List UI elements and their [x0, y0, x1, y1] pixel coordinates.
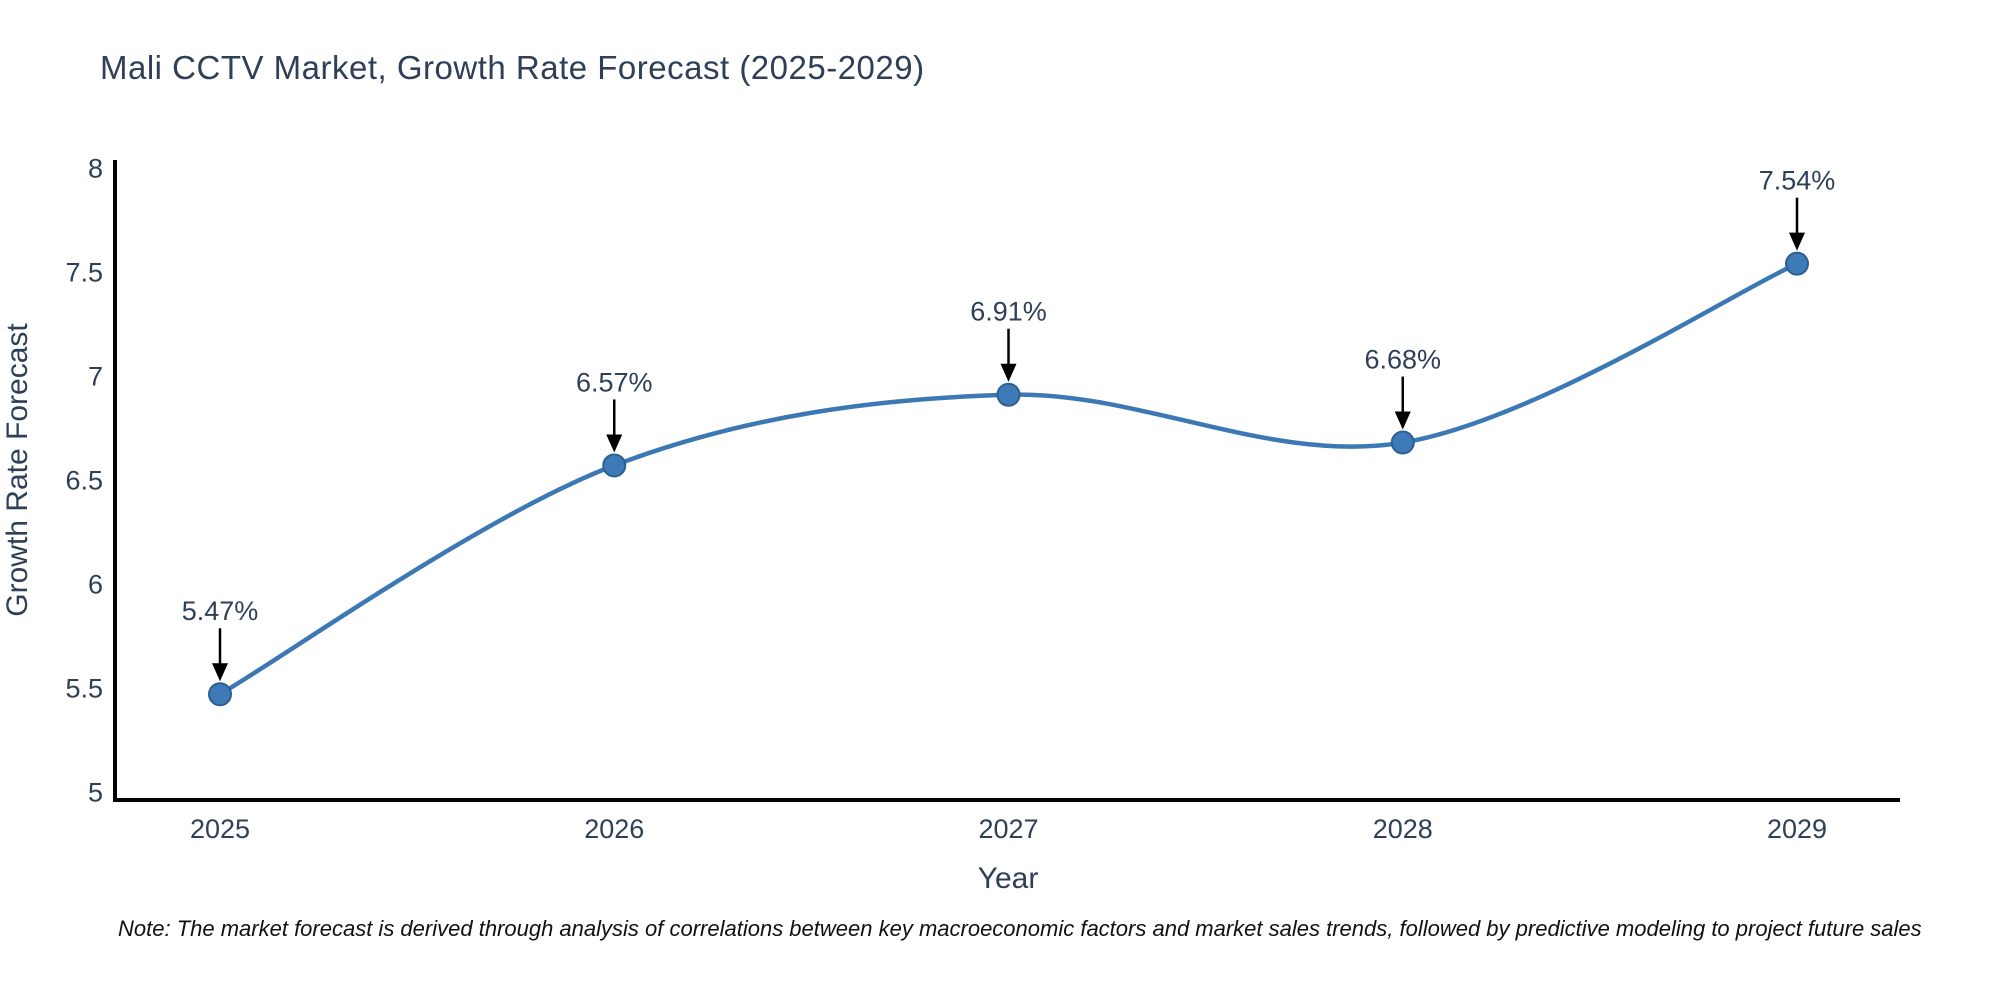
y-tick-label: 7.5	[65, 257, 103, 287]
annotation-arrow-head	[1000, 363, 1017, 382]
x-tick-label: 2027	[978, 814, 1038, 844]
data-point-2026	[602, 453, 627, 478]
chart-title: Mali CCTV Market, Growth Rate Forecast (…	[100, 49, 925, 86]
data-point-2028	[1390, 430, 1415, 455]
annotation-label: 6.68%	[1364, 345, 1441, 375]
annotation-2027: 6.91%	[970, 297, 1047, 382]
data-point-2025	[208, 682, 232, 707]
annotation-label: 6.57%	[576, 367, 653, 397]
annotation-label: 7.54%	[1759, 166, 1836, 196]
annotation-label: 6.91%	[970, 297, 1047, 327]
footnote: Note: The market forecast is derived thr…	[118, 916, 1922, 941]
x-axis-title: Year	[978, 862, 1039, 895]
x-tick-label: 2026	[584, 814, 644, 844]
annotation-arrow-head	[212, 663, 228, 682]
data-points	[208, 251, 1809, 707]
annotation-2029: 7.54%	[1759, 166, 1836, 251]
annotation-label: 5.47%	[182, 596, 259, 626]
x-tick-label: 2025	[190, 814, 250, 844]
y-tick-label: 6	[88, 569, 103, 599]
y-tick-label: 5.5	[65, 673, 103, 703]
annotations: 5.47% 6.57% 6.91% 6.68% 7.54%	[182, 166, 1836, 682]
y-tick-labels: 5 5.5 6 6.5 7 7.5 8	[65, 153, 103, 807]
data-point-2029	[1785, 251, 1809, 276]
x-tick-labels: 2025 2026 2027 2028 2029	[190, 814, 1827, 844]
y-tick-label: 8	[88, 153, 103, 183]
annotation-2026: 6.57%	[576, 367, 653, 453]
annotation-2028: 6.68%	[1364, 345, 1441, 430]
x-tick-label: 2029	[1767, 814, 1827, 844]
y-tick-label: 5	[88, 777, 103, 807]
x-tick-label: 2028	[1373, 814, 1433, 844]
annotation-arrow-head	[606, 434, 623, 453]
data-point-2027	[996, 382, 1021, 407]
annotation-2025: 5.47%	[182, 596, 259, 682]
annotation-arrow-head	[1394, 411, 1411, 430]
y-tick-label: 6.5	[65, 465, 103, 495]
trend-line	[217, 261, 1800, 697]
annotation-arrow-head	[1789, 232, 1805, 251]
y-tick-label: 7	[88, 361, 103, 391]
axes	[113, 160, 1900, 802]
y-axis-title: Growth Rate Forecast	[1, 323, 34, 617]
